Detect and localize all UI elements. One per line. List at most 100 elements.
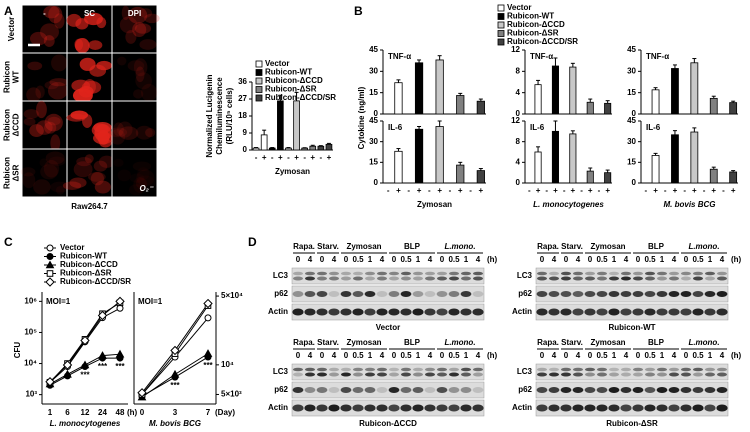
row-label: ΔCCD <box>12 113 21 136</box>
band <box>560 387 572 393</box>
band <box>352 276 364 281</box>
band <box>388 387 400 393</box>
y-tick-label: 10³ <box>25 390 37 399</box>
band <box>376 271 388 276</box>
band <box>436 372 448 377</box>
y-tick-label: 30 <box>627 66 636 75</box>
x-tick-label: + <box>396 186 401 195</box>
band <box>572 404 584 412</box>
band <box>692 276 704 281</box>
band <box>424 387 436 393</box>
time-label: 0.5 <box>352 255 364 264</box>
y-tick-label: 4 <box>516 157 521 166</box>
band <box>364 308 376 316</box>
blot <box>291 267 485 285</box>
band <box>704 291 716 297</box>
x-axis-label: Zymosan <box>275 167 310 176</box>
cell <box>132 161 152 172</box>
data-point <box>116 304 124 312</box>
cell <box>132 22 147 38</box>
cell <box>117 56 127 66</box>
band <box>680 308 692 316</box>
band <box>656 276 668 281</box>
band <box>340 276 352 281</box>
band <box>548 291 560 297</box>
cell <box>43 35 55 47</box>
bar <box>293 100 300 151</box>
annotation: MOI=1 <box>46 297 71 306</box>
band <box>620 308 632 316</box>
chart-title: TNF-α <box>646 52 669 61</box>
row-label: Vector <box>7 17 16 41</box>
band <box>412 276 424 281</box>
y-tick-label: 10⁴ <box>24 359 37 368</box>
band <box>560 271 572 276</box>
band <box>400 291 412 297</box>
band <box>448 291 460 297</box>
band <box>460 276 472 281</box>
band <box>304 276 316 281</box>
micrograph <box>111 100 158 150</box>
band <box>608 271 620 276</box>
cell <box>49 78 69 87</box>
legend-label: Vector <box>507 3 531 12</box>
time-label: 4 <box>332 351 337 360</box>
band <box>536 291 548 297</box>
band <box>304 404 316 412</box>
band <box>692 387 704 393</box>
row-label: Actin <box>512 307 532 316</box>
time-label: 0 <box>684 255 689 264</box>
band <box>448 387 460 393</box>
band <box>644 291 656 297</box>
band <box>448 404 460 412</box>
cell <box>51 54 68 72</box>
data-point <box>115 296 125 307</box>
time-unit: (h) <box>487 255 498 264</box>
band <box>388 271 400 276</box>
cell <box>133 89 144 99</box>
band <box>536 276 548 281</box>
row-label: Actin <box>268 307 288 316</box>
legend-label: Rubicon-ΔCCD <box>507 20 565 29</box>
y-axis-label: (RLU/10⁵ cells) <box>225 87 234 144</box>
x-tick-label: - <box>580 186 583 195</box>
cell <box>48 6 63 24</box>
band <box>292 276 304 281</box>
band <box>412 404 424 412</box>
x-tick-label: 12 <box>81 408 90 417</box>
cell <box>144 13 160 24</box>
y-tick-label: 0 <box>374 109 379 118</box>
band <box>692 404 704 412</box>
bar <box>414 62 424 115</box>
x-tick-label: - <box>545 186 548 195</box>
legend-label: Rubicon-ΔSR <box>265 85 317 94</box>
x-tick-label: - <box>703 186 706 195</box>
cell <box>139 39 157 50</box>
row-label: LC3 <box>273 367 289 376</box>
cell <box>69 177 87 188</box>
time-label: 4 <box>308 351 313 360</box>
band <box>620 404 632 412</box>
time-label: 4 <box>552 255 557 264</box>
time-label: 0 <box>540 351 545 360</box>
band <box>472 387 484 393</box>
time-label: 0.5 <box>596 255 608 264</box>
time-label: 0 <box>588 351 593 360</box>
legend-marker <box>45 260 55 269</box>
bar <box>671 68 679 115</box>
bar <box>476 170 485 184</box>
cell <box>128 184 144 196</box>
cell <box>90 171 105 186</box>
cell <box>135 125 153 140</box>
band <box>364 271 376 276</box>
group-label: Rapa. <box>293 338 315 347</box>
group-label: Rapa. <box>537 242 559 251</box>
cell <box>117 169 132 182</box>
y-tick-label: 27 <box>238 94 247 103</box>
time-label: 4 <box>308 255 313 264</box>
group-label: Zymosan <box>346 338 381 347</box>
band <box>472 367 484 372</box>
data-point <box>203 349 213 357</box>
cell <box>108 127 128 138</box>
x-tick-label: - <box>320 153 323 162</box>
